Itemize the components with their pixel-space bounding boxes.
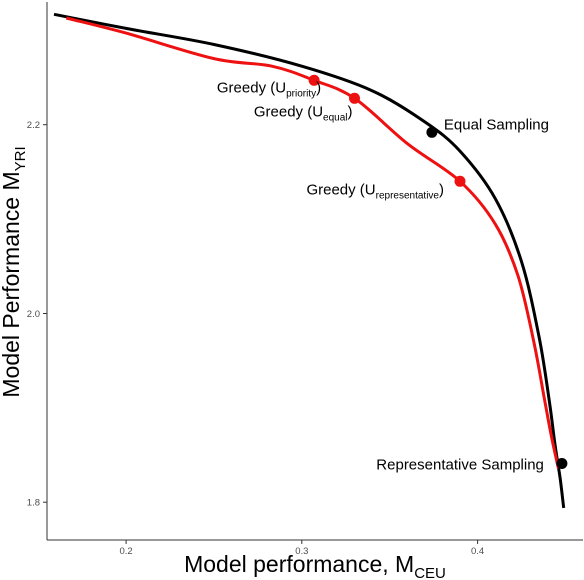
point-label-3: Greedy (Urepresentative)	[306, 181, 444, 201]
x-axis-ticks: 0.2 0.3 0.4	[119, 540, 484, 557]
series-line-2	[65, 16, 560, 469]
x-axis-title-subscript: CEU	[414, 565, 446, 580]
data-point-5	[556, 458, 568, 469]
data-point-3	[454, 175, 466, 187]
x-axis-title: Model performance, MCEU	[184, 551, 446, 580]
data-point-1	[308, 74, 320, 86]
y-axis-title: Model Performance MYRI	[0, 146, 29, 397]
point-label-5: Representative Sampling	[376, 457, 544, 474]
x-tick-label: 0.3	[295, 546, 308, 557]
point-label-4: Equal Sampling	[444, 116, 549, 133]
y-tick-label: 1.8	[27, 498, 40, 509]
y-axis-ticks: 1.8 2.0 2.2	[27, 120, 47, 509]
y-tick-label: 2.0	[27, 309, 40, 320]
point-label-2: Greedy (Uequal)	[254, 103, 353, 123]
x-tick-label: 0.2	[119, 546, 132, 557]
data-point-4	[426, 126, 438, 138]
y-tick-label: 2.2	[27, 120, 40, 131]
x-tick-label: 0.4	[471, 546, 484, 557]
plot-area: Greedy (Upriority) Greedy (Uequal) Greedy …	[53, 12, 568, 509]
point-label-1: Greedy (Upriority)	[217, 79, 321, 99]
data-point-2	[349, 92, 360, 104]
series-line-1	[53, 12, 566, 509]
y-axis-title-subscript: YRI	[12, 146, 29, 171]
